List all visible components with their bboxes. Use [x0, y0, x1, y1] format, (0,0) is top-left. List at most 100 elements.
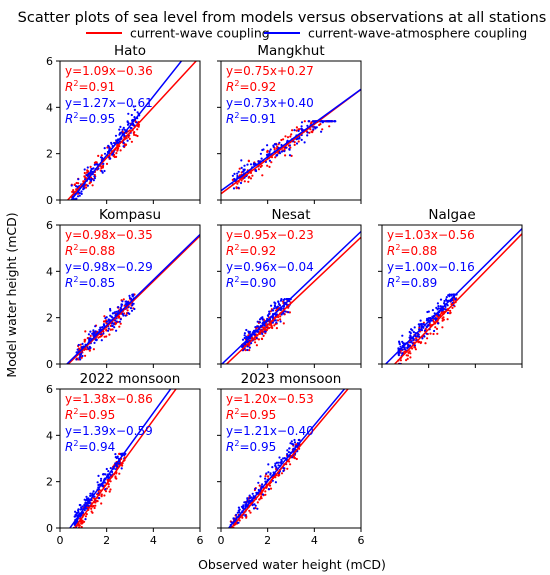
scatter-point	[251, 174, 254, 177]
scatter-point	[261, 493, 265, 496]
scatter-point	[419, 323, 422, 326]
scatter-point	[76, 520, 79, 523]
scatter-point	[444, 305, 447, 308]
scatter-point	[82, 187, 85, 190]
scatter-point	[284, 310, 287, 313]
x-tick-label: 2	[264, 534, 271, 547]
y-tick-label: 6	[46, 219, 53, 232]
scatter-point	[91, 493, 94, 496]
scatter-point	[92, 179, 95, 182]
scatter-point	[293, 141, 296, 144]
scatter-point	[409, 352, 412, 355]
scatter-point	[78, 524, 81, 527]
scatter-point	[267, 463, 270, 466]
scatter-point	[289, 442, 292, 445]
scatter-point	[254, 487, 257, 490]
scatter-point	[270, 161, 273, 164]
scatter-point	[425, 325, 428, 328]
scatter-point	[114, 475, 117, 478]
scatter-point	[108, 490, 111, 493]
scatter-point	[101, 326, 104, 329]
scatter-point	[246, 348, 249, 352]
scatter-point	[83, 509, 86, 512]
scatter-point	[127, 112, 130, 115]
scatter-point	[264, 475, 267, 478]
scatter-point	[401, 340, 404, 343]
scatter-point	[252, 163, 255, 166]
scatter-point	[80, 522, 83, 525]
scatter-point	[128, 129, 131, 132]
scatter-point	[286, 467, 289, 470]
scatter-point	[269, 487, 273, 490]
scatter-point	[85, 495, 88, 498]
scatter-point	[271, 466, 274, 469]
scatter-point	[109, 157, 112, 160]
scatter-point	[270, 326, 273, 329]
scatter-point	[259, 152, 262, 155]
scatter-point	[116, 456, 119, 459]
scatter-point	[275, 327, 278, 330]
y-tick-label: 6	[46, 55, 53, 68]
scatter-point	[136, 111, 139, 114]
scatter-point	[293, 438, 296, 442]
scatter-point	[279, 315, 282, 318]
scatter-point	[84, 518, 87, 521]
scatter-point	[97, 483, 100, 487]
scatter-point	[132, 294, 135, 297]
scatter-point	[108, 147, 111, 150]
scatter-point	[241, 516, 244, 519]
scatter-point	[250, 342, 253, 345]
scatter-point	[83, 171, 86, 175]
panel-title: Nalgae	[428, 207, 475, 223]
scatter-point	[124, 143, 128, 146]
scatter-point	[267, 471, 270, 474]
scatter-point	[83, 175, 86, 178]
scatter-point	[274, 156, 277, 159]
scatter-point	[233, 177, 236, 181]
scatter-point	[247, 180, 250, 183]
scatter-point	[435, 327, 439, 330]
scatter-point	[86, 171, 89, 174]
scatter-point	[254, 168, 257, 171]
scatter-point	[247, 159, 250, 162]
scatter-point	[101, 171, 104, 174]
scatter-point	[128, 294, 131, 297]
scatter-point	[236, 511, 239, 514]
scatter-point	[260, 337, 263, 340]
scatter-point	[421, 337, 424, 340]
scatter-point	[283, 457, 286, 460]
scatter-point	[133, 124, 136, 127]
scatter-point	[72, 189, 75, 192]
scatter-point	[255, 336, 258, 339]
scatter-point	[276, 319, 280, 322]
scatter-point	[427, 310, 430, 313]
scatter-point	[256, 507, 259, 510]
scatter-point	[260, 495, 263, 498]
scatter-point	[126, 309, 129, 312]
scatter-point	[297, 129, 300, 132]
scatter-point	[109, 314, 112, 317]
scatter-point	[121, 312, 124, 316]
scatter-point	[326, 120, 329, 123]
scatter-point	[118, 472, 121, 475]
scatter-point	[243, 332, 246, 335]
scatter-point	[103, 323, 106, 326]
scatter-point	[128, 137, 131, 140]
scatter-point	[403, 348, 407, 351]
scatter-point	[267, 488, 270, 491]
plot-area	[221, 230, 361, 364]
scatter-point	[241, 338, 245, 341]
scatter-point	[245, 328, 248, 332]
scatter-point	[100, 167, 103, 170]
scatter-point	[237, 506, 240, 509]
panel-title: 2023 monsoon	[241, 371, 342, 387]
scatter-point	[261, 483, 264, 486]
scatter-point	[434, 326, 437, 329]
scatter-point	[441, 309, 444, 312]
r2-cw: R2=0.95	[226, 407, 276, 422]
scatter-point	[83, 503, 86, 506]
scatter-point	[300, 125, 303, 128]
